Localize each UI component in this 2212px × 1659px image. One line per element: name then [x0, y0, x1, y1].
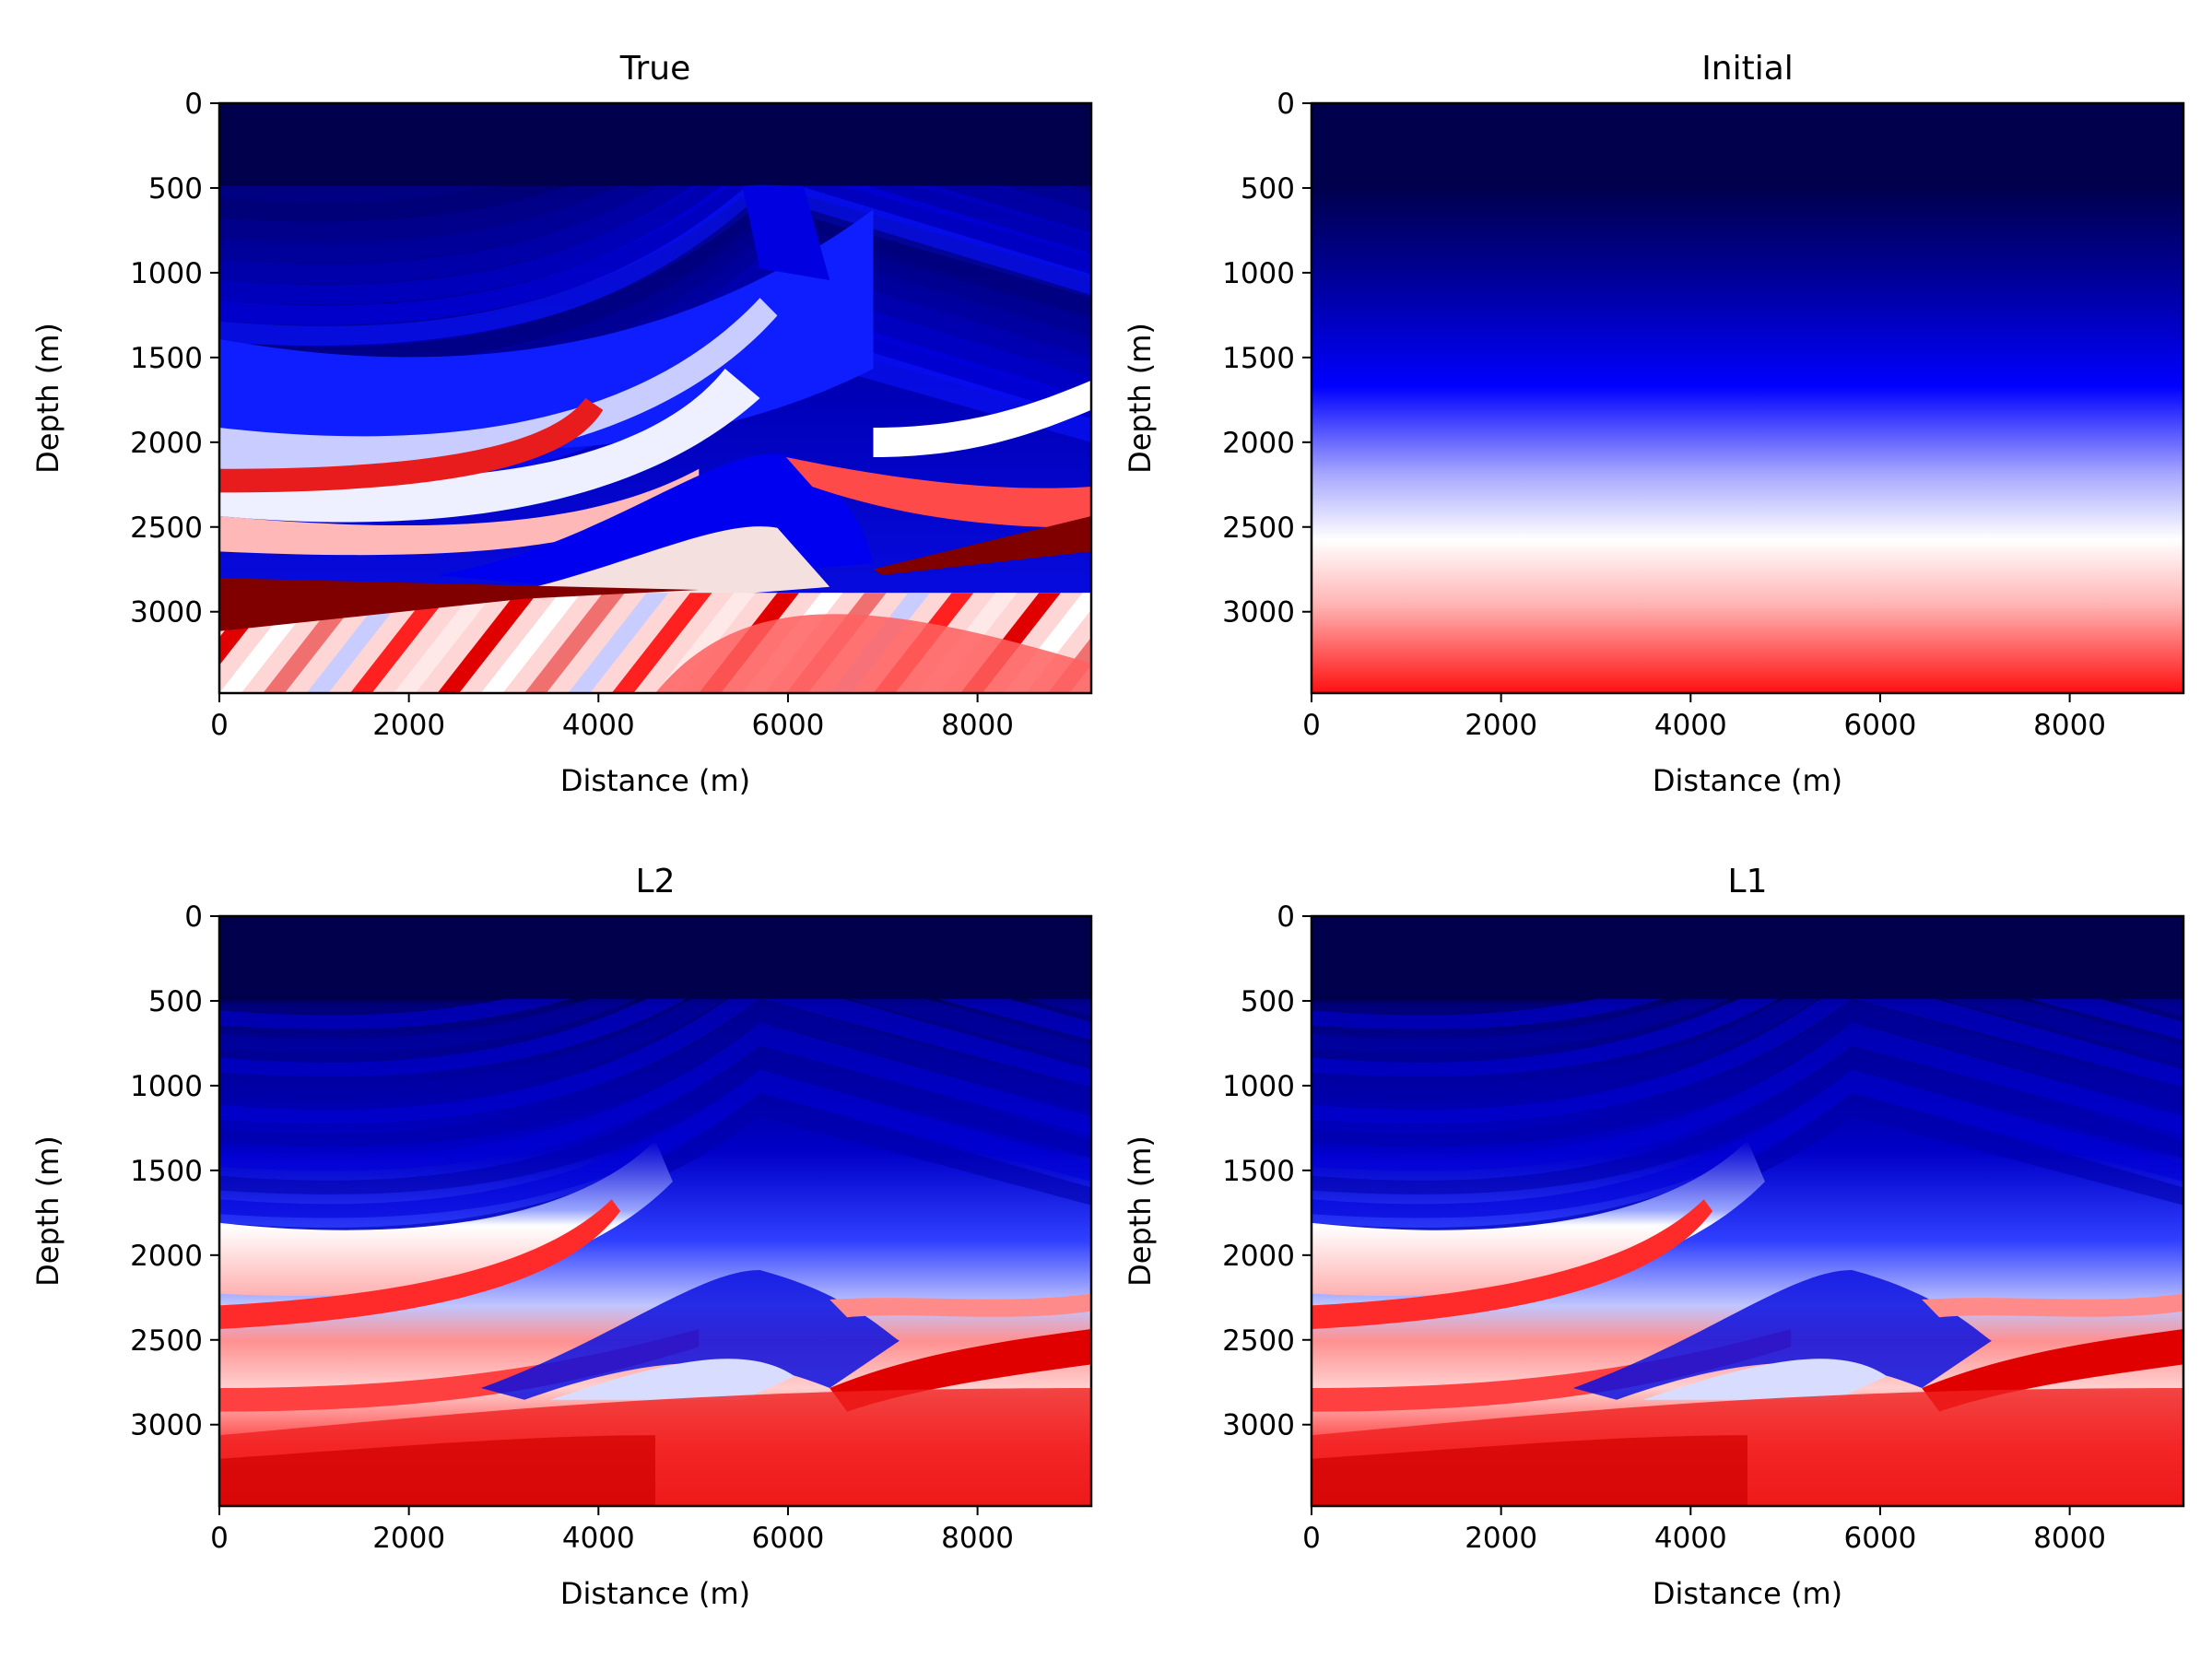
y-axis-label: Depth (m) [30, 1135, 65, 1287]
x-tick-label: 0 [1302, 1522, 1321, 1555]
y-tick-label: 0 [184, 900, 203, 934]
panel-true: True 0 2000 4000 6000 8000 0 500 1000 1500 2000 250… [30, 50, 1093, 798]
x-axis-label: Distance (m) [1653, 763, 1842, 798]
x-tick-label: 6000 [1844, 1522, 1917, 1555]
x-tick-label: 2000 [372, 1522, 445, 1555]
y-tick-label: 500 [1241, 985, 1295, 1018]
y-tick-label: 2000 [130, 427, 203, 460]
panel-title: True [619, 50, 690, 88]
x-tick-label: 0 [210, 709, 229, 742]
y-tick-label: 3000 [1222, 596, 1295, 629]
y-tick-label: 3000 [1222, 1409, 1295, 1442]
plot-frame [218, 914, 1093, 1508]
y-tick-label: 0 [1277, 88, 1295, 121]
x-axis-label: Distance (m) [560, 1576, 750, 1611]
y-tick-label: 2500 [1222, 1324, 1295, 1358]
x-tick-label: 8000 [2033, 709, 2106, 742]
y-tick-label: 2000 [1222, 427, 1295, 460]
x-tick-label: 6000 [1844, 709, 1917, 742]
y-tick-label: 1500 [130, 342, 203, 375]
y-axis-label: Depth (m) [1123, 1135, 1158, 1287]
y-tick-label: 1500 [1222, 1155, 1295, 1188]
y-axis-label: Depth (m) [1123, 323, 1158, 474]
panel-l1: L1 0 2000 4000 6000 8000 0 500 1000 1500 2000 2500 3… [1123, 863, 2185, 1611]
y-tick-label: 1000 [1222, 257, 1295, 290]
y-tick-label: 0 [184, 88, 203, 121]
plot-frame [1310, 101, 2185, 695]
heatmap-image-l2 [219, 916, 1091, 1506]
y-tick-label: 2000 [1222, 1240, 1295, 1273]
y-tick-label: 1000 [130, 257, 203, 290]
y-tick-label: 500 [148, 985, 203, 1018]
x-tick-label: 4000 [562, 1522, 635, 1555]
y-tick-label: 1500 [130, 1155, 203, 1188]
y-tick-label: 2500 [1222, 512, 1295, 545]
x-tick-label: 8000 [941, 709, 1014, 742]
y-tick-label: 1000 [130, 1070, 203, 1103]
heatmap-image-true [219, 103, 1091, 693]
plot-frame [218, 101, 1093, 695]
panel-title: Initial [1701, 50, 1794, 88]
x-tick-label: 4000 [1654, 1522, 1727, 1555]
x-tick-label: 8000 [2033, 1522, 2106, 1555]
x-tick-label: 6000 [752, 709, 825, 742]
y-tick-label: 3000 [130, 596, 203, 629]
x-tick-label: 6000 [752, 1522, 825, 1555]
y-tick-label: 500 [1241, 172, 1295, 206]
y-tick-label: 500 [148, 172, 203, 206]
x-axis-label: Distance (m) [560, 763, 750, 798]
plot-frame [1310, 914, 2185, 1508]
heatmap-image-initial [1312, 103, 2183, 693]
panel-title: L1 [1728, 863, 1768, 900]
x-tick-label: 2000 [1465, 709, 1537, 742]
panel-title: L2 [636, 863, 676, 900]
x-tick-label: 2000 [1465, 1522, 1537, 1555]
x-tick-label: 0 [210, 1522, 229, 1555]
y-axis-label: Depth (m) [30, 323, 65, 474]
panel-initial: Initial 0 2000 4000 6000 8000 0 500 1000 1500 2000… [1123, 50, 2185, 798]
x-tick-label: 2000 [372, 709, 445, 742]
x-tick-label: 4000 [1654, 709, 1727, 742]
y-tick-label: 2000 [130, 1240, 203, 1273]
x-axis-label: Distance (m) [1653, 1576, 1842, 1611]
y-tick-label: 3000 [130, 1409, 203, 1442]
x-tick-label: 4000 [562, 709, 635, 742]
y-tick-label: 2500 [130, 1324, 203, 1358]
x-tick-label: 0 [1302, 709, 1321, 742]
panel-l2: L2 0 2000 4000 6000 8000 0 500 1000 1500 2000 2500 3… [30, 863, 1093, 1611]
heatmap-image-l1 [1312, 916, 2183, 1506]
y-tick-label: 1500 [1222, 342, 1295, 375]
x-tick-label: 8000 [941, 1522, 1014, 1555]
y-tick-label: 0 [1277, 900, 1295, 934]
y-tick-label: 1000 [1222, 1070, 1295, 1103]
y-tick-label: 2500 [130, 512, 203, 545]
